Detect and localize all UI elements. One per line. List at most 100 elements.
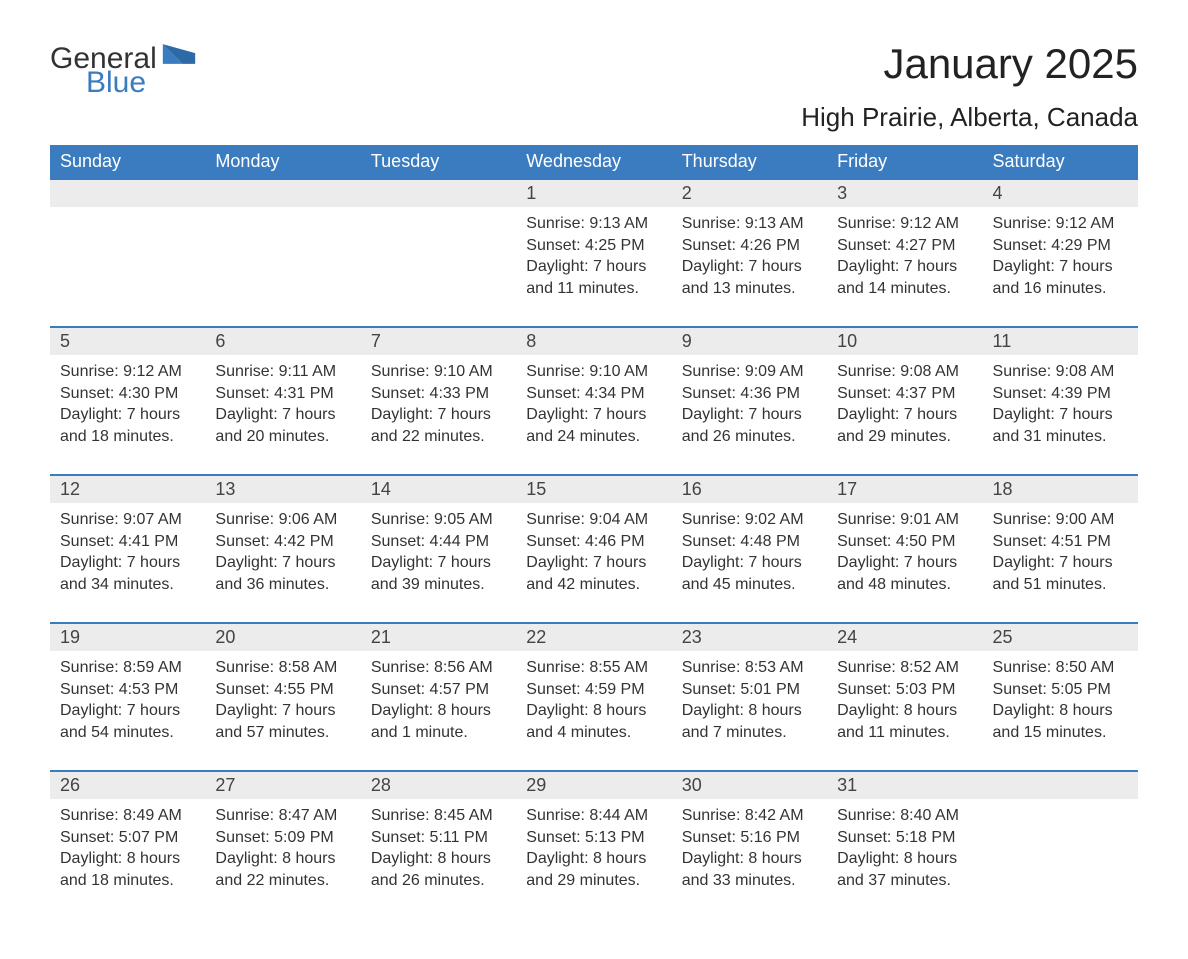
day-detail-cell: Sunrise: 9:02 AMSunset: 4:48 PMDaylight:… xyxy=(672,503,827,623)
logo: General Blue xyxy=(50,40,197,98)
sunset-text: Sunset: 4:26 PM xyxy=(682,237,800,254)
day-number-cell: 11 xyxy=(983,327,1138,355)
day-detail-cell: Sunrise: 9:12 AMSunset: 4:30 PMDaylight:… xyxy=(50,355,205,475)
day-number-cell: 6 xyxy=(205,327,360,355)
daylight-text: Daylight: 8 hours and 11 minutes. xyxy=(837,702,957,741)
sunrise-text: Sunrise: 9:02 AM xyxy=(682,511,804,528)
day-number-cell: 1 xyxy=(516,179,671,207)
day-number-cell: 2 xyxy=(672,179,827,207)
day-detail-cell: Sunrise: 8:40 AMSunset: 5:18 PMDaylight:… xyxy=(827,799,982,919)
day-detail-cell: Sunrise: 8:58 AMSunset: 4:55 PMDaylight:… xyxy=(205,651,360,771)
day-number-cell: 10 xyxy=(827,327,982,355)
flag-icon xyxy=(161,40,197,68)
day-number-cell: 15 xyxy=(516,475,671,503)
day-number-cell: 20 xyxy=(205,623,360,651)
day-number-cell: 7 xyxy=(361,327,516,355)
day-detail-cell: Sunrise: 8:53 AM Sunset: 5:01 PM Daylight:… xyxy=(672,651,827,771)
daylight-text: Daylight: 8 hours and 37 minutes. xyxy=(837,850,957,889)
daylight-text: Daylight: 7 hours and 20 minutes. xyxy=(215,406,335,445)
sunset-text: Sunset: 5:07 PM xyxy=(60,829,178,846)
daylight-text: Daylight: 8 hours and 22 minutes. xyxy=(215,850,335,889)
day-number-cell: 4 xyxy=(983,179,1138,207)
day-detail-cell: Sunrise: 8:44 AM Sunset: 5:13 PM Daylight:… xyxy=(516,799,671,919)
daylight-text: Daylight: 7 hours and 54 minutes. xyxy=(60,702,180,741)
sunset-text: Sunset: 5:13 PM xyxy=(526,829,644,846)
sunrise-text: Sunrise: 9:12 AM xyxy=(837,215,959,232)
sunrise-text: Sunrise: 9:13 AM xyxy=(682,215,804,232)
daylight-text: Daylight: 7 hours and 51 minutes. xyxy=(993,554,1113,593)
day-number-cell: 16 xyxy=(672,475,827,503)
day-detail-cell: Sunrise: 8:52 AM Sunset: 5:03 PM Daylight:… xyxy=(827,651,982,771)
day-number-cell: 24 xyxy=(827,623,982,651)
sunrise-text: Sunrise: 9:01 AM xyxy=(837,511,959,528)
dow-tuesday: Tuesday xyxy=(361,145,516,179)
daylight-text: Daylight: 8 hours and 29 minutes. xyxy=(526,850,646,889)
daynum-row: 262728293031 xyxy=(50,771,1138,799)
sunrise-text: Sunrise: 8:40 AM xyxy=(837,807,959,824)
sunset-text: Sunset: 4:59 PM xyxy=(526,681,644,698)
sunset-text: Sunset: 4:50 PM xyxy=(837,533,955,550)
day-detail-cell: Sunrise: 8:59 AMSunset: 4:53 PMDaylight:… xyxy=(50,651,205,771)
day-number-cell: 22 xyxy=(516,623,671,651)
daylight-text: Daylight: 7 hours and 11 minutes. xyxy=(526,258,646,297)
day-number-cell xyxy=(205,179,360,207)
day-detail-cell xyxy=(983,799,1138,919)
sunset-text: Sunset: 4:30 PM xyxy=(60,385,178,402)
day-detail-cell: Sunrise: 8:50 AMSunset: 5:05 PMDaylight:… xyxy=(983,651,1138,771)
sunset-text: Sunset: 4:51 PM xyxy=(993,533,1111,550)
day-number-cell: 31 xyxy=(827,771,982,799)
daylight-text: Daylight: 8 hours and 4 minutes. xyxy=(526,702,646,741)
daylight-text: Daylight: 7 hours and 13 minutes. xyxy=(682,258,802,297)
dow-wednesday: Wednesday xyxy=(516,145,671,179)
day-number-cell: 12 xyxy=(50,475,205,503)
day-detail-cell: Sunrise: 8:47 AMSunset: 5:09 PMDaylight:… xyxy=(205,799,360,919)
detail-row: Sunrise: 8:49 AM Sunset: 5:07 PM Daylight:… xyxy=(50,799,1138,919)
logo-blue: Blue xyxy=(86,68,197,98)
sunrise-text: Sunrise: 9:12 AM xyxy=(993,215,1115,232)
day-detail-cell: Sunrise: 9:07 AMSunset: 4:41 PMDaylight:… xyxy=(50,503,205,623)
day-detail-cell: Sunrise: 9:08 AMSunset: 4:37 PMDaylight:… xyxy=(827,355,982,475)
daylight-text: Daylight: 8 hours and 18 minutes. xyxy=(60,850,180,889)
calendar-table: SundayMondayTuesdayWednesdayThursdayFrid… xyxy=(50,145,1138,919)
daylight-text: Daylight: 7 hours and 24 minutes. xyxy=(526,406,646,445)
day-of-week-row: SundayMondayTuesdayWednesdayThursdayFrid… xyxy=(50,145,1138,179)
day-detail-cell: Sunrise: 9:12 AMSunset: 4:27 PMDaylight:… xyxy=(827,207,982,327)
sunrise-text: Sunrise: 9:09 AM xyxy=(682,363,804,380)
daylight-text: Daylight: 7 hours and 26 minutes. xyxy=(682,406,802,445)
sunset-text: Sunset: 5:03 PM xyxy=(837,681,955,698)
daylight-text: Daylight: 8 hours and 26 minutes. xyxy=(371,850,491,889)
day-detail-cell: Sunrise: 9:08 AMSunset: 4:39 PMDaylight:… xyxy=(983,355,1138,475)
sunrise-text: Sunrise: 8:53 AM xyxy=(682,659,804,676)
daylight-text: Daylight: 7 hours and 29 minutes. xyxy=(837,406,957,445)
daynum-row: 567891011 xyxy=(50,327,1138,355)
day-number-cell: 5 xyxy=(50,327,205,355)
day-detail-cell: Sunrise: 9:01 AMSunset: 4:50 PMDaylight:… xyxy=(827,503,982,623)
day-number-cell: 18 xyxy=(983,475,1138,503)
sunset-text: Sunset: 4:37 PM xyxy=(837,385,955,402)
daynum-row: 19202122232425 xyxy=(50,623,1138,651)
sunset-text: Sunset: 4:41 PM xyxy=(60,533,178,550)
sunrise-text: Sunrise: 9:10 AM xyxy=(526,363,648,380)
dow-sunday: Sunday xyxy=(50,145,205,179)
sunset-text: Sunset: 4:31 PM xyxy=(215,385,333,402)
daylight-text: Daylight: 8 hours and 7 minutes. xyxy=(682,702,802,741)
sunset-text: Sunset: 5:11 PM xyxy=(371,829,488,846)
sunrise-text: Sunrise: 9:08 AM xyxy=(993,363,1115,380)
sunrise-text: Sunrise: 8:44 AM xyxy=(526,807,648,824)
day-number-cell: 25 xyxy=(983,623,1138,651)
daylight-text: Daylight: 7 hours and 18 minutes. xyxy=(60,406,180,445)
sunrise-text: Sunrise: 9:10 AM xyxy=(371,363,493,380)
day-number-cell: 30 xyxy=(672,771,827,799)
daylight-text: Daylight: 7 hours and 22 minutes. xyxy=(371,406,491,445)
sunrise-text: Sunrise: 8:55 AM xyxy=(526,659,648,676)
sunset-text: Sunset: 5:01 PM xyxy=(682,681,800,698)
header: General Blue January 2025 High Prairie, … xyxy=(50,40,1138,141)
sunset-text: Sunset: 4:39 PM xyxy=(993,385,1111,402)
day-number-cell: 29 xyxy=(516,771,671,799)
sunrise-text: Sunrise: 8:52 AM xyxy=(837,659,959,676)
day-detail-cell: Sunrise: 8:42 AMSunset: 5:16 PMDaylight:… xyxy=(672,799,827,919)
sunrise-text: Sunrise: 8:49 AM xyxy=(60,807,182,824)
day-number-cell: 28 xyxy=(361,771,516,799)
day-number-cell xyxy=(50,179,205,207)
detail-row: Sunrise: 9:12 AMSunset: 4:30 PMDaylight:… xyxy=(50,355,1138,475)
